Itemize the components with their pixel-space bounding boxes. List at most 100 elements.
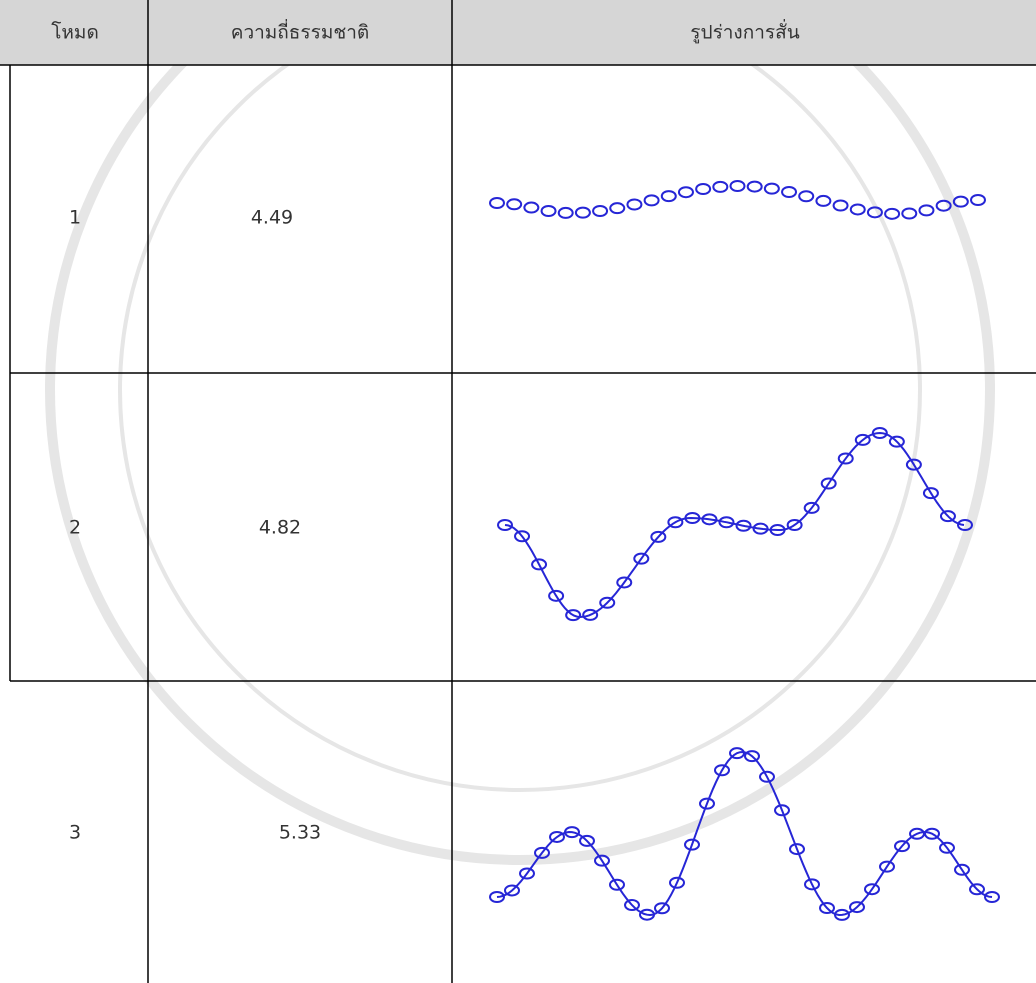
shape-node: [954, 863, 970, 876]
shape-node: [609, 202, 626, 215]
shape-node: [582, 608, 599, 621]
shape-node: [759, 770, 775, 783]
shape-node: [557, 206, 574, 219]
shape-node: [935, 199, 952, 212]
shape-node: [884, 207, 901, 220]
shape-node: [763, 182, 780, 195]
shape-node: [519, 867, 535, 880]
shape-node: [894, 840, 910, 853]
shape-node: [523, 201, 540, 214]
shape-node: [497, 519, 513, 531]
shape-node: [534, 846, 550, 859]
shape-node: [769, 523, 786, 536]
shape-node: [879, 860, 895, 873]
shape-node: [901, 207, 918, 220]
shape-node: [684, 838, 700, 851]
shape-node: [654, 902, 670, 915]
shape-node: [735, 519, 752, 532]
shape-node: [701, 513, 718, 526]
shape-node: [789, 843, 805, 856]
shape-node: [803, 501, 820, 514]
frequency-cell: 4.82: [259, 517, 301, 539]
shape-node: [849, 901, 865, 914]
shape-node: [506, 198, 523, 211]
shape-node: [504, 884, 520, 897]
shape-node: [667, 516, 684, 529]
shape-node: [970, 194, 986, 206]
shape-node: [592, 204, 609, 217]
shape-node: [669, 876, 685, 889]
mode-shapes: [489, 180, 1000, 921]
shape-node: [820, 477, 837, 490]
mode-cell: 3: [69, 822, 81, 844]
shape-node: [832, 199, 849, 212]
shape-node: [939, 510, 956, 523]
shape-node: [798, 190, 815, 203]
header-cell: รูปร่างการสั่น: [690, 19, 799, 44]
shape-node: [746, 180, 763, 193]
shape-node: [514, 530, 531, 543]
shape-node: [834, 908, 850, 921]
shape-node: [624, 899, 640, 912]
shape-node: [864, 883, 880, 896]
shape-node: [718, 516, 735, 529]
shape-node: [837, 452, 854, 465]
shape-node: [905, 458, 922, 471]
shape-node: [786, 518, 803, 531]
shape-node: [548, 589, 565, 602]
shape-node: [489, 197, 505, 209]
watermark: [45, 0, 995, 865]
header-bg: [0, 0, 1036, 65]
shape-node: [871, 427, 888, 440]
shape-node: [660, 190, 677, 203]
shape-node: [714, 764, 730, 777]
shape-node: [633, 552, 650, 565]
shape-node: [729, 180, 746, 193]
shape-line: [496, 750, 993, 917]
shape-node: [677, 186, 694, 199]
shape-node: [924, 827, 940, 840]
shape-node: [540, 205, 557, 218]
header-cell: ความถี่ธรรมชาติ: [231, 19, 370, 44]
frequency-cell: 4.49: [251, 207, 293, 229]
shape-node: [957, 519, 973, 531]
frequency-cell: 5.33: [279, 822, 321, 844]
mode-cell: 2: [69, 517, 81, 539]
shape-node: [969, 883, 985, 896]
shape-node: [922, 487, 939, 500]
shape-node: [819, 902, 835, 915]
shape-node: [695, 183, 712, 196]
shape-node: [489, 891, 505, 903]
header-cell: โหมด: [51, 21, 99, 44]
shape-node: [866, 206, 883, 219]
shape-node: [804, 878, 820, 891]
shape-node: [564, 826, 580, 839]
shape-node: [984, 891, 1000, 903]
shape-node: [752, 522, 769, 535]
shape-node: [781, 186, 798, 199]
shape-node: [549, 830, 565, 843]
shape-node: [643, 194, 660, 207]
shape-node: [574, 206, 591, 219]
shape-node: [609, 878, 625, 891]
shape-node: [579, 834, 595, 847]
shape-node: [952, 195, 969, 208]
mode-cell: 1: [69, 207, 81, 229]
shape-node: [650, 530, 667, 543]
shape-node: [849, 203, 866, 216]
shape-node: [909, 827, 925, 840]
shape-node: [815, 194, 832, 207]
shape-node: [531, 558, 548, 571]
shape-node: [918, 204, 935, 217]
shape-node: [565, 609, 582, 622]
shape-node: [599, 596, 616, 609]
shape-node: [699, 797, 715, 810]
shape-node: [854, 433, 871, 446]
shape-node: [594, 854, 610, 867]
shape-node: [729, 747, 745, 760]
shape-node: [684, 512, 701, 525]
shape-node: [626, 198, 643, 211]
shape-node: [888, 435, 905, 448]
